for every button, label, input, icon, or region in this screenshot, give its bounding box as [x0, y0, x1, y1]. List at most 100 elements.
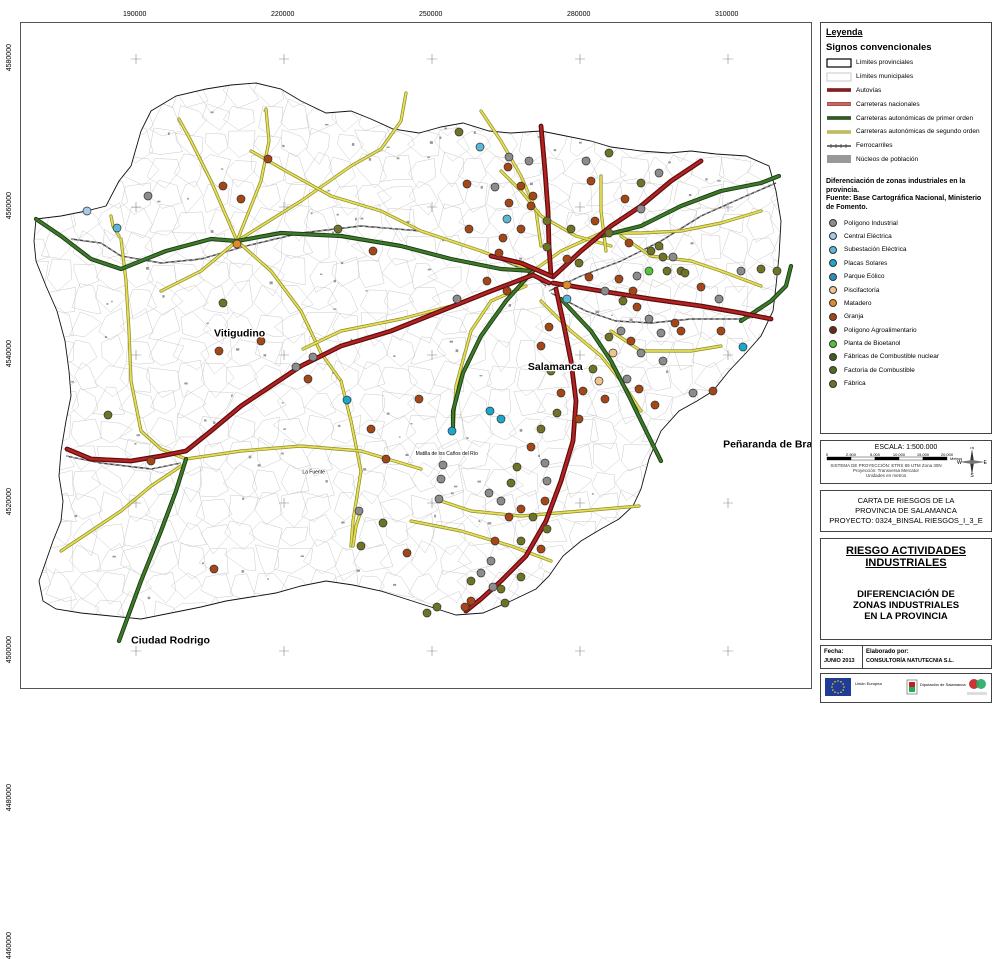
carta-line-3: PROYECTO: 0324_BINSAL RIESGOS_I_3_E — [829, 516, 983, 525]
industrial-legend-row: Factoría de Combustible — [826, 364, 991, 377]
settlement-mark — [336, 213, 339, 216]
scale-tick: 5.000 — [870, 452, 881, 457]
industrial-site-marker — [636, 348, 646, 358]
settlement-mark — [537, 454, 541, 457]
title-panel: RIESGO ACTIVIDADES INDUSTRIALES DIFERENC… — [820, 538, 992, 640]
settlement-mark — [722, 474, 726, 477]
settlement-mark — [393, 583, 397, 586]
settlement-mark — [257, 464, 261, 467]
industrial-site-marker — [504, 198, 514, 208]
industrial-dot-icon — [829, 299, 837, 308]
settlement-mark — [324, 123, 329, 126]
town-labels-layer: VitigudinoVitigudinoSalamancaSalamancaPe… — [130, 326, 811, 647]
industrial-site-marker — [516, 224, 526, 234]
industrial-site-marker — [498, 233, 508, 243]
legend-label: Autovías — [856, 86, 882, 94]
settlement-mark — [281, 402, 284, 404]
settlement-mark — [410, 423, 413, 425]
legend-label: Carreteras nacionales — [856, 100, 920, 108]
projection-line-2: Proyección: Transversa Mercator — [852, 468, 920, 473]
settlement-mark — [282, 144, 285, 148]
settlement-mark — [338, 424, 341, 427]
industrial-site-marker — [146, 456, 156, 466]
settlement-mark — [753, 119, 757, 122]
compass-s: S — [970, 473, 974, 477]
settlement-mark — [666, 370, 669, 373]
settlement-mark — [350, 338, 353, 341]
legend-row-province-boundary: Límites provinciales — [826, 56, 991, 70]
industrial-site-marker — [516, 181, 526, 191]
industrial-site-marker — [708, 386, 718, 396]
town-label: Peñaranda de Bracamonte — [723, 439, 811, 451]
industrial-site-marker — [578, 386, 588, 396]
settlement-mark — [455, 349, 459, 353]
industrial-site-marker — [656, 328, 666, 338]
settlement-mark — [454, 485, 458, 488]
industrial-dot-icon — [829, 312, 837, 321]
settlement-mark — [442, 239, 445, 242]
logos-strip: Unión Europea Diputación de Salamanca — [825, 678, 987, 696]
settlement-mark — [354, 217, 357, 221]
industrial-site-marker — [536, 341, 546, 351]
settlement-mark — [681, 462, 685, 465]
map-frame[interactable]: Vitigudino Vitigudino Salamanca Salamanca Pe… — [20, 22, 812, 689]
settlement-mark — [136, 434, 140, 437]
industrial-legend-label: Planta de Bioetanol — [844, 340, 901, 348]
settlement-mark — [529, 182, 533, 186]
industrial-site-marker — [658, 252, 668, 262]
province-boundary — [33, 82, 782, 620]
scale-tick: 10.000 — [893, 452, 906, 457]
settlement-mark — [406, 220, 410, 223]
settlement-mark — [639, 107, 643, 110]
y-tick-label: 4520000 — [6, 488, 13, 516]
industrial-site-marker — [756, 264, 766, 274]
carta-line-2: PROVINCIA DE SALAMANCA — [855, 506, 957, 515]
industrial-site-marker — [574, 414, 584, 424]
grid-cross — [723, 498, 733, 508]
settlement-mark — [248, 455, 252, 459]
grid-cross — [427, 646, 437, 656]
scale-panel: ESCALA: 1:500.000 0 2.500 5.000 10.000 15.00… — [820, 440, 992, 484]
industrial-site-marker — [466, 576, 476, 586]
y-tick-label: 4560000 — [6, 192, 13, 220]
scale-segment — [874, 456, 900, 461]
industrial-site-marker — [503, 162, 513, 172]
settlement-mark — [750, 141, 753, 145]
industrial-legend-label: Subestación Eléctrica — [844, 246, 907, 254]
province-map[interactable]: VitigudinoVitigudinoSalamancaSalamancaPe… — [21, 23, 811, 688]
industrial-site-marker — [496, 414, 506, 424]
industrial-site-marker — [738, 342, 748, 352]
settlement-mark — [688, 193, 692, 197]
settlement-mark — [444, 127, 448, 130]
industrial-legend-label: Polígono Industrial — [844, 219, 898, 227]
grid-cross — [279, 498, 289, 508]
industrial-site-marker — [214, 346, 224, 356]
industrial-site-marker — [581, 156, 591, 166]
industrial-site-marker — [716, 326, 726, 336]
industrial-legend-label: Central Eléctrica — [844, 232, 892, 240]
industrial-dot-icon — [829, 326, 837, 335]
settlement-mark — [519, 429, 523, 432]
industrial-site-marker — [600, 394, 610, 404]
settlement-mark — [365, 290, 368, 292]
settlement-symbol-icon — [826, 154, 852, 164]
projection-line-3: Unidades en metros — [865, 473, 907, 478]
industrial-site-marker — [432, 602, 442, 612]
legend-title: Leyenda — [826, 27, 863, 37]
grid-cross — [279, 54, 289, 64]
svg-text:Ciudad Rodrigo: Ciudad Rodrigo — [131, 635, 210, 647]
y-tick-label: 4480000 — [6, 784, 13, 812]
industrial-site-marker — [333, 224, 343, 234]
industrial-site-marker — [466, 596, 476, 606]
industrial-site-marker — [486, 556, 496, 566]
industrial-site-marker — [482, 276, 492, 286]
project-panel: CARTA DE RIESGOS DE LA PROVINCIA DE SALA… — [820, 490, 992, 532]
settlement-mark — [466, 436, 469, 440]
settlement-mark — [263, 354, 267, 357]
industrial-site-marker — [618, 296, 628, 306]
industrial-site-marker — [378, 518, 388, 528]
settlement-mark — [74, 514, 78, 518]
industrial-site-marker — [512, 462, 522, 472]
industrial-legend-label: Placas Solares — [844, 259, 888, 267]
partner-logo-icon — [969, 679, 979, 689]
